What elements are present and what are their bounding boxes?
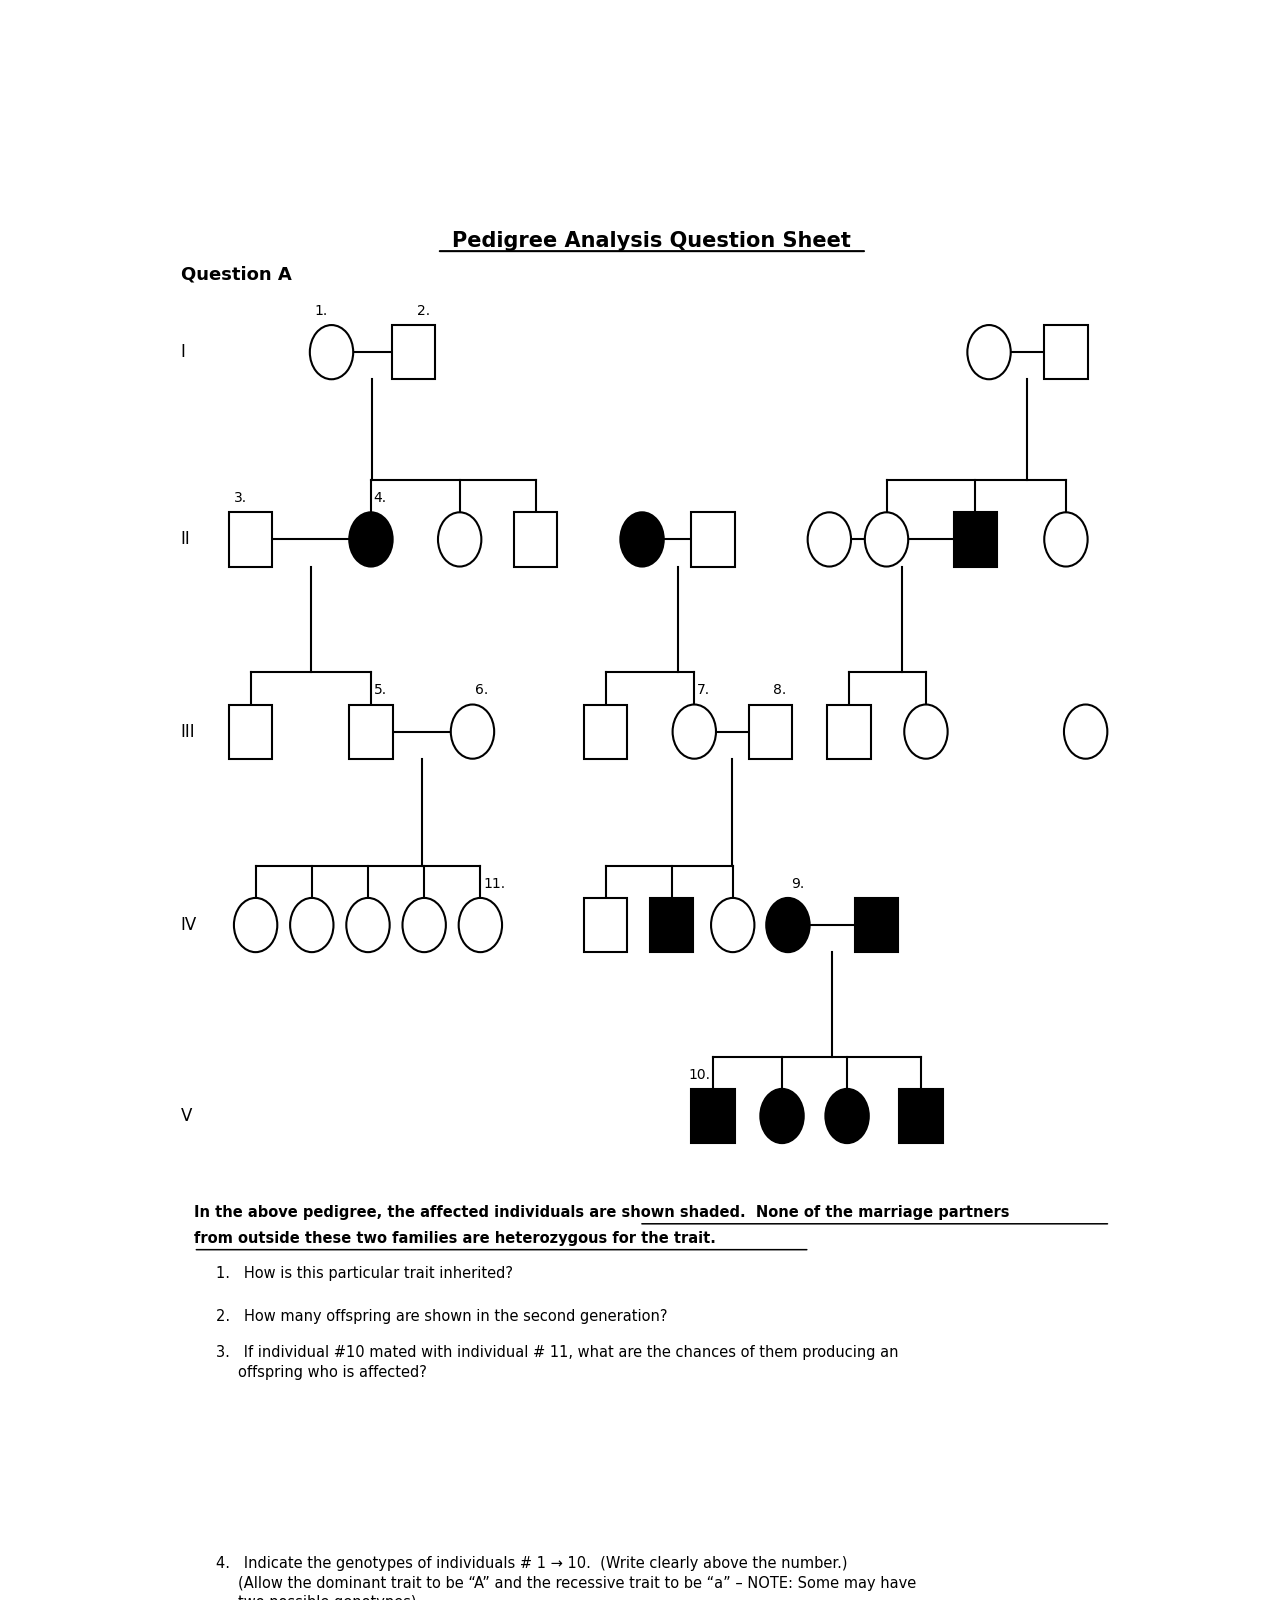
Text: two possible genotypes): two possible genotypes) [238, 1595, 416, 1600]
Text: 2.   How many offspring are shown in the second generation?: 2. How many offspring are shown in the s… [216, 1309, 668, 1325]
Circle shape [290, 898, 333, 952]
Bar [584, 704, 627, 758]
Text: II: II [181, 531, 191, 549]
Bar [855, 898, 898, 952]
Text: offspring who is affected?: offspring who is affected? [238, 1365, 426, 1379]
Bar [584, 898, 627, 952]
Text: 4.: 4. [373, 491, 385, 506]
Text: 6.: 6. [476, 683, 488, 698]
Text: I: I [181, 342, 186, 362]
Bar [229, 512, 272, 566]
Text: 8.: 8. [773, 683, 786, 698]
Text: V: V [181, 1107, 192, 1125]
Bar [350, 704, 393, 758]
Text: 3.   If individual #10 mated with individual # 11, what are the chances of them : 3. If individual #10 mated with individu… [216, 1346, 899, 1360]
Circle shape [310, 325, 354, 379]
Text: In the above pedigree, the affected individuals are shown shaded.  None of the m: In the above pedigree, the affected indi… [193, 1205, 1009, 1219]
Bar [514, 512, 557, 566]
Circle shape [865, 512, 908, 566]
Circle shape [1063, 704, 1108, 758]
Text: 9.: 9. [791, 877, 804, 891]
Bar [692, 512, 735, 566]
Text: 3.: 3. [234, 491, 247, 506]
Text: Question A: Question A [181, 266, 291, 283]
Circle shape [621, 512, 664, 566]
Circle shape [808, 512, 851, 566]
Bar [650, 898, 693, 952]
Circle shape [438, 512, 481, 566]
Bar [1044, 325, 1088, 379]
Circle shape [234, 898, 277, 952]
Text: 5.: 5. [374, 683, 387, 698]
Text: (Allow the dominant trait to be “A” and the recessive trait to be “a” – NOTE: So: (Allow the dominant trait to be “A” and … [238, 1576, 916, 1590]
Circle shape [450, 704, 495, 758]
Circle shape [459, 898, 502, 952]
Circle shape [346, 898, 389, 952]
Text: 10.: 10. [688, 1067, 710, 1082]
Text: IV: IV [181, 917, 197, 934]
Bar [392, 325, 435, 379]
Bar [229, 704, 272, 758]
Circle shape [402, 898, 446, 952]
Circle shape [766, 898, 809, 952]
Text: 4.   Indicate the genotypes of individuals # 1 → 10.  (Write clearly above the n: 4. Indicate the genotypes of individuals… [216, 1555, 847, 1571]
Bar [827, 704, 871, 758]
Text: Pedigree Analysis Question Sheet: Pedigree Analysis Question Sheet [453, 232, 851, 251]
Text: III: III [181, 723, 196, 741]
Text: 11.: 11. [483, 877, 505, 891]
Text: 1.: 1. [314, 304, 328, 318]
Bar [692, 1090, 735, 1142]
Bar [899, 1090, 943, 1142]
Bar [748, 704, 792, 758]
Circle shape [673, 704, 716, 758]
Text: 2.: 2. [417, 304, 430, 318]
Text: from outside these two families are heterozygous for the trait.: from outside these two families are hete… [193, 1230, 715, 1245]
Circle shape [826, 1090, 869, 1142]
Circle shape [350, 512, 393, 566]
Text: 7.: 7. [697, 683, 710, 698]
Circle shape [1044, 512, 1088, 566]
Bar [954, 512, 997, 566]
Text: 1.   How is this particular trait inherited?: 1. How is this particular trait inherite… [216, 1266, 513, 1282]
Circle shape [968, 325, 1011, 379]
Circle shape [904, 704, 948, 758]
Circle shape [711, 898, 754, 952]
Circle shape [761, 1090, 804, 1142]
